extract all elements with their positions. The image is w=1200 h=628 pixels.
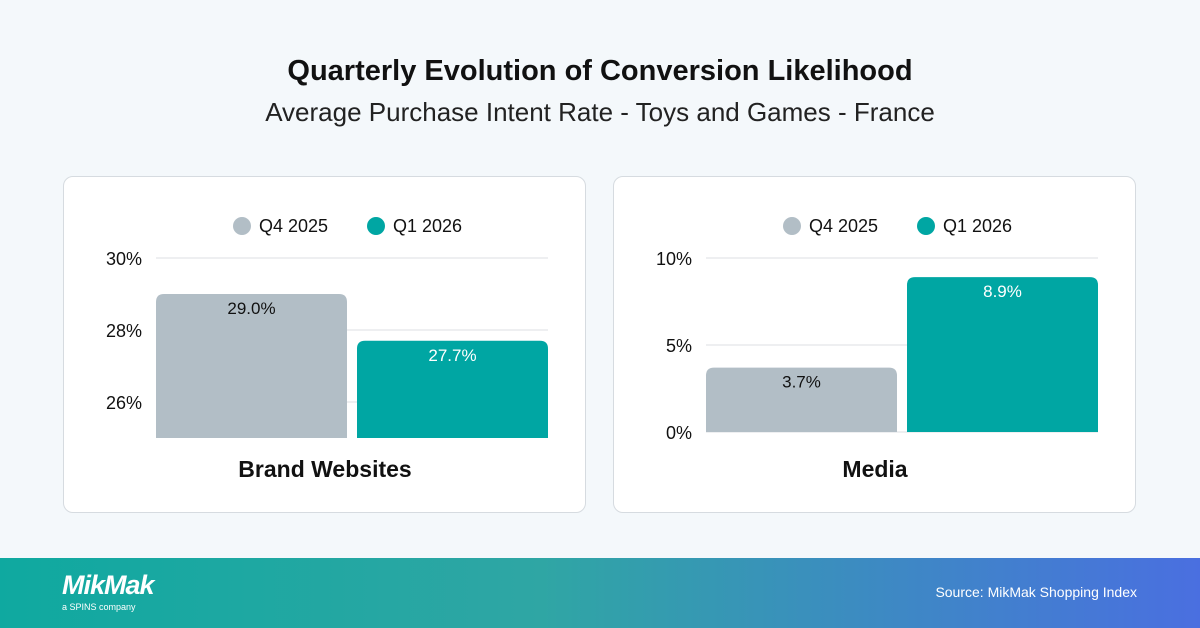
legend-marker-1 xyxy=(367,217,385,235)
legend-label: Q1 2026 xyxy=(943,216,1012,236)
bar-q4-2025 xyxy=(156,294,347,438)
brand-websites-card: Q4 2025 Q1 2026 26% 28% 30% 29.0% 27.7% Brand W… xyxy=(63,176,586,513)
y-tick-label: 0% xyxy=(666,423,692,443)
y-tick-label: 30% xyxy=(106,249,142,269)
brand-websites-chart: Q4 2025 Q1 2026 26% 28% 30% 29.0% 27.7% Brand W… xyxy=(106,216,548,482)
footer: MikMak a SPINS company Source: MikMak Sh… xyxy=(0,558,1200,628)
logo-subtitle: a SPINS company xyxy=(62,602,136,612)
category-label: Media xyxy=(842,456,907,482)
legend-label: Q4 2025 xyxy=(809,216,878,236)
y-tick-label: 26% xyxy=(106,393,142,413)
mikmak-logo: MikMak xyxy=(62,570,155,600)
legend-label: Q1 2026 xyxy=(393,216,462,236)
bar-q1-2026 xyxy=(907,277,1098,432)
legend-marker-1 xyxy=(917,217,935,235)
data-label: 27.7% xyxy=(428,346,476,365)
media-chart: Q4 2025 Q1 2026 0% 5% 10% 3.7% 8.9% Media xyxy=(656,216,1098,482)
chart-title: Quarterly Evolution of Conversion Likeli… xyxy=(287,55,913,87)
data-label: 3.7% xyxy=(782,373,821,392)
chart-subtitle: Average Purchase Intent Rate - Toys and … xyxy=(265,97,935,127)
bar-q4-2025 xyxy=(706,367,897,432)
source-note: Source: MikMak Shopping Index xyxy=(935,584,1137,600)
media-card: Q4 2025 Q1 2026 0% 5% 10% 3.7% 8.9% Media xyxy=(613,176,1136,513)
legend-marker-0 xyxy=(783,217,801,235)
data-label: 29.0% xyxy=(227,299,275,318)
legend-label: Q4 2025 xyxy=(259,216,328,236)
bar-q1-2026 xyxy=(357,340,548,438)
data-label: 8.9% xyxy=(983,282,1022,301)
y-tick-label: 28% xyxy=(106,321,142,341)
y-tick-label: 5% xyxy=(666,336,692,356)
category-label: Brand Websites xyxy=(238,456,411,482)
y-tick-label: 10% xyxy=(656,249,692,269)
legend-marker-0 xyxy=(233,217,251,235)
